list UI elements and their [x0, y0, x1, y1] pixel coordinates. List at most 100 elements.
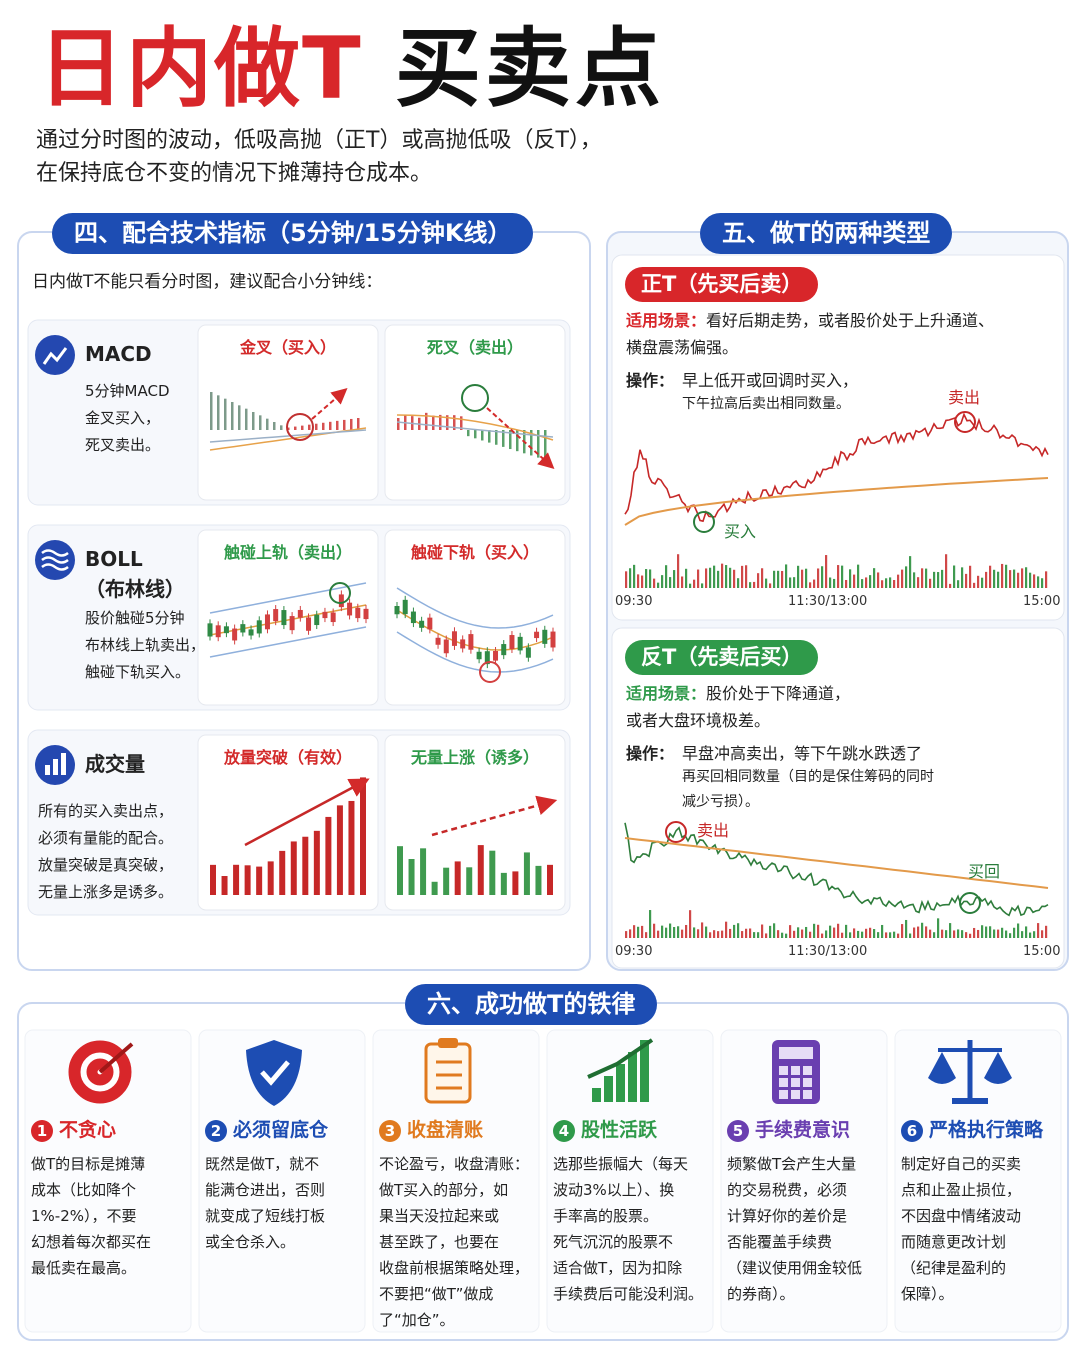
- volume-bar: [965, 573, 968, 588]
- volume-bar: [221, 876, 228, 895]
- volume-bar: [901, 569, 904, 588]
- panel-bg: [384, 529, 566, 706]
- indicator-name: MACD: [85, 342, 152, 366]
- volume-bar: [977, 575, 980, 588]
- volume-bar: [709, 567, 712, 588]
- rule-text: 死气沉沉的股票不: [553, 1233, 674, 1251]
- candle: [306, 617, 312, 631]
- icon: [592, 1088, 601, 1102]
- volume-bar: [777, 930, 780, 938]
- volume-bar: [625, 931, 628, 938]
- volume-bar: [1033, 931, 1036, 938]
- volume-bar: [865, 577, 868, 588]
- volume-bar: [905, 919, 908, 938]
- volume-bar: [302, 836, 309, 895]
- macd-bar: [537, 430, 540, 458]
- candle: [534, 631, 540, 639]
- icon: [952, 1098, 988, 1104]
- boll-band: [209, 626, 367, 658]
- volume-bar: [512, 871, 519, 895]
- volume-bar: [981, 577, 984, 588]
- rule-card: [198, 1029, 366, 1333]
- candle: [402, 599, 408, 615]
- volume-bar: [861, 579, 864, 588]
- volume-bar: [889, 577, 892, 588]
- rule-number: 5: [727, 1120, 749, 1142]
- panel-bg: [197, 324, 379, 501]
- candle: [338, 594, 344, 608]
- macd-bar: [425, 412, 428, 430]
- volume-bar: [673, 927, 676, 938]
- volume-bar: [408, 858, 415, 895]
- volume-bar: [781, 570, 784, 588]
- sell-circle: [954, 411, 976, 433]
- volume-bar: [737, 578, 740, 588]
- rule-card: [372, 1029, 540, 1333]
- candle: [207, 623, 213, 637]
- volume-bar: [901, 924, 904, 938]
- volume-bar: [721, 930, 724, 938]
- volume-bar: [466, 867, 473, 895]
- volume-bar: [785, 933, 788, 938]
- volume-bar: [633, 925, 636, 938]
- rule-text: （建议使用佣金较低: [727, 1259, 863, 1277]
- candle: [232, 628, 238, 641]
- intro-line: 通过分时图的波动，低吸高抛（正T）或高抛低吸（反T），: [36, 128, 602, 153]
- volume-bar: [929, 578, 932, 588]
- volume-bar: [1021, 931, 1024, 938]
- candle: [493, 650, 499, 661]
- op-text: 减少亏损）。: [682, 794, 759, 810]
- candle: [419, 620, 425, 628]
- volume-bar: [945, 930, 948, 938]
- section-heading: 六、成功做T的铁律: [405, 984, 658, 1025]
- volume-bar: [829, 925, 832, 938]
- icon: [779, 1090, 788, 1099]
- volume-bar: [909, 933, 912, 938]
- volume-bar: [849, 569, 852, 588]
- candle: [256, 620, 262, 634]
- volume-bar: [941, 569, 944, 588]
- panel-title: 金叉（买入）: [239, 338, 336, 357]
- volume-bar: [685, 568, 688, 588]
- icon-glyph: [53, 759, 58, 775]
- rule-text: 收盘前根据策略处理，: [379, 1259, 530, 1277]
- indicator-desc: 放量突破是真突破，: [38, 856, 174, 874]
- volume-bar: [657, 582, 660, 588]
- sell-label: 卖出: [697, 821, 730, 840]
- scene-label: 适用场景：: [626, 311, 707, 330]
- icon: [587, 1038, 654, 1079]
- volume-bar: [833, 578, 836, 588]
- macd-bar: [315, 423, 318, 430]
- indicator-desc: 股价触碰5分钟: [85, 609, 185, 627]
- rule-text: 1%-2%），不要: [31, 1207, 137, 1225]
- volume-bar: [629, 929, 632, 938]
- volume-bar: [917, 926, 920, 938]
- volume-bar: [693, 579, 696, 588]
- volume-bar: [873, 929, 876, 938]
- rule-text: 做T买入的部分，如: [379, 1181, 509, 1199]
- candle: [394, 606, 400, 615]
- volume-bar: [1009, 933, 1012, 938]
- signal-arrow: [311, 388, 348, 420]
- volume-bar: [761, 924, 764, 938]
- icon: [260, 1060, 290, 1086]
- rule-text: 不要把“做T”做成: [379, 1285, 494, 1303]
- macd-bar: [266, 418, 269, 430]
- volume-bar: [797, 565, 800, 588]
- icon: [791, 1066, 800, 1075]
- volume-bar: [757, 932, 760, 938]
- trend-arrow: [244, 778, 370, 847]
- volume-bar: [985, 926, 988, 938]
- volume-bar: [267, 861, 274, 895]
- indicator-name: 成交量: [85, 752, 145, 776]
- dea-line: [209, 429, 367, 443]
- time-label: 09:30: [615, 944, 653, 959]
- rule-title: 严格执行策略: [929, 1119, 1044, 1141]
- volume-bar: [697, 569, 700, 588]
- volume-bar: [837, 923, 840, 938]
- macd-bar: [509, 430, 512, 450]
- boll-band: [209, 582, 367, 614]
- volume-bar: [673, 570, 676, 588]
- volume-bar: [431, 881, 438, 895]
- volume-bar: [801, 569, 804, 588]
